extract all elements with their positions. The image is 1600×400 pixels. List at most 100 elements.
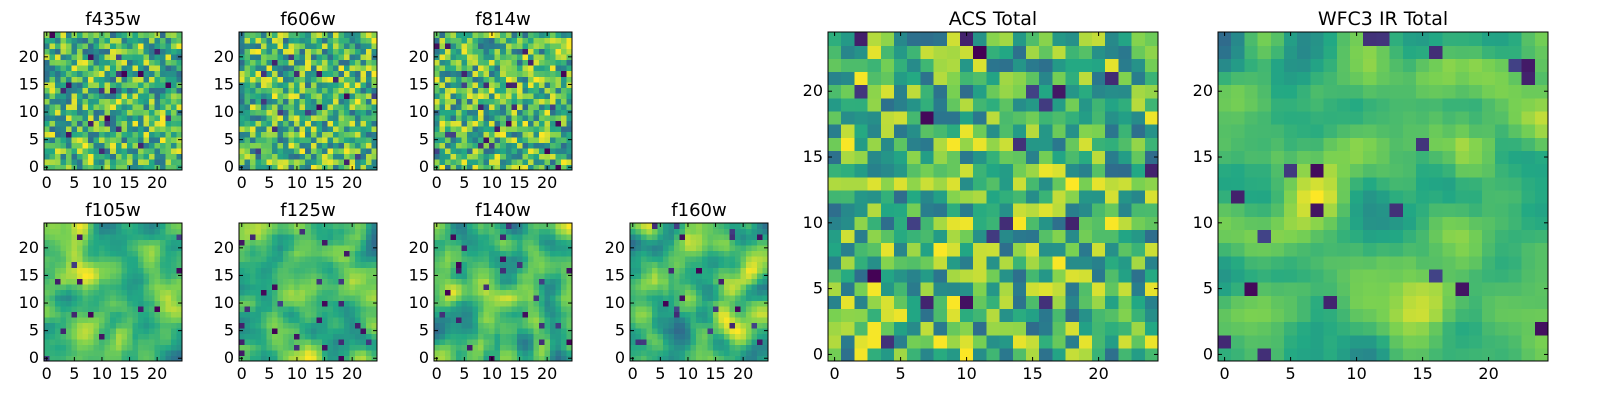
heatmap-cell xyxy=(66,245,73,252)
heatmap-cell xyxy=(439,131,446,138)
heatmap-cell xyxy=(538,272,545,279)
heatmap-cell xyxy=(349,142,356,149)
heatmap-cell xyxy=(332,256,339,263)
heatmap-cell xyxy=(294,245,301,252)
heatmap-cell xyxy=(729,234,736,241)
heatmap-cell xyxy=(907,334,921,349)
heatmap-cell xyxy=(115,338,122,346)
heatmap-cell xyxy=(439,76,446,83)
heatmap-cell xyxy=(734,355,741,362)
heatmap-cell xyxy=(538,98,545,105)
heatmap-cell xyxy=(483,59,490,66)
heatmap-cell xyxy=(99,228,106,235)
heatmap-cell xyxy=(1118,334,1133,349)
heatmap-cell xyxy=(751,355,758,362)
heatmap-cell xyxy=(467,283,474,290)
heatmap-cell xyxy=(266,289,273,296)
heatmap-cell xyxy=(718,344,725,351)
heatmap-cell xyxy=(239,142,246,149)
heatmap-cell xyxy=(288,316,295,323)
heatmap-cell xyxy=(445,81,452,88)
heatmap-cell xyxy=(646,261,653,268)
heatmap-cell xyxy=(762,344,769,351)
heatmap-cell xyxy=(170,54,178,61)
heatmap-cell xyxy=(338,87,345,94)
heatmap-cell xyxy=(121,125,128,132)
heatmap-cell xyxy=(516,316,523,323)
heatmap-cell xyxy=(1039,321,1053,336)
heatmap-cell xyxy=(456,322,463,329)
heatmap-cell xyxy=(478,344,485,351)
heatmap-cell xyxy=(696,245,703,252)
heatmap-cell xyxy=(126,283,133,290)
heatmap-cell xyxy=(652,355,659,362)
heatmap-cell xyxy=(143,294,150,301)
heatmap-cell xyxy=(176,234,183,241)
heatmap-cell xyxy=(712,234,719,241)
heatmap-cell xyxy=(349,131,356,138)
heatmap-cell xyxy=(332,223,339,230)
heatmap-cell xyxy=(511,158,518,166)
heatmap-cell xyxy=(115,125,122,132)
heatmap-cell xyxy=(170,294,178,301)
x-tick-label: 15 xyxy=(509,364,529,383)
heatmap-cell xyxy=(538,278,545,285)
heatmap-cell xyxy=(266,305,273,312)
heatmap-cell xyxy=(729,349,736,357)
heatmap-cell xyxy=(148,92,155,99)
heatmap-cell xyxy=(239,283,246,290)
heatmap-cell xyxy=(679,300,686,307)
heatmap-cell xyxy=(500,125,507,132)
heatmap-cell xyxy=(288,283,295,290)
heatmap-cell xyxy=(343,59,350,66)
heatmap-cell xyxy=(299,223,306,230)
y-tick-label: 10 xyxy=(19,102,39,121)
heatmap-cell xyxy=(566,87,573,94)
heatmap-cell xyxy=(110,316,117,323)
heatmap-cell xyxy=(522,76,529,83)
heatmap-cell xyxy=(354,48,362,55)
heatmap-cell xyxy=(668,267,675,274)
heatmap-cell xyxy=(907,163,921,178)
heatmap-cell xyxy=(327,98,334,105)
heatmap-cell xyxy=(566,114,573,121)
heatmap-cell xyxy=(99,316,106,323)
heatmap-cell xyxy=(132,114,139,121)
heatmap-cell xyxy=(527,261,534,268)
heatmap-cell xyxy=(522,120,529,127)
heatmap-cell xyxy=(472,120,479,127)
heatmap-cell xyxy=(1052,282,1067,296)
heatmap-cell xyxy=(170,48,178,55)
heatmap-cell xyxy=(71,76,78,83)
heatmap-cell xyxy=(360,81,367,88)
heatmap-cell xyxy=(560,109,568,116)
heatmap-cell xyxy=(566,37,573,44)
heatmap-cell xyxy=(516,43,523,50)
heatmap-cell xyxy=(494,338,501,346)
heatmap-cell xyxy=(445,153,452,160)
heatmap-cell xyxy=(489,81,496,88)
heatmap-cell xyxy=(82,136,89,143)
heatmap-cell xyxy=(170,256,178,263)
heatmap-cell xyxy=(99,261,106,268)
heatmap-cell xyxy=(960,282,974,296)
heatmap-cell xyxy=(272,158,279,166)
heatmap-cell xyxy=(841,203,855,217)
heatmap-cell xyxy=(288,256,295,263)
heatmap-cell xyxy=(439,223,446,230)
heatmap-cell xyxy=(740,344,747,351)
heatmap-cell xyxy=(566,338,573,346)
heatmap-cell xyxy=(121,32,128,39)
heatmap-cell xyxy=(657,338,664,346)
heatmap-cell xyxy=(66,267,73,274)
heatmap-cell xyxy=(566,344,573,351)
heatmap-cell xyxy=(1078,242,1093,257)
heatmap-cell xyxy=(668,327,675,334)
heatmap-cell xyxy=(450,349,457,357)
heatmap-cell xyxy=(560,322,568,329)
heatmap-cell xyxy=(99,250,106,257)
heatmap-cell xyxy=(294,338,301,346)
heatmap-cell xyxy=(907,321,921,336)
heatmap-cell xyxy=(305,261,312,268)
heatmap-cell xyxy=(365,305,373,312)
